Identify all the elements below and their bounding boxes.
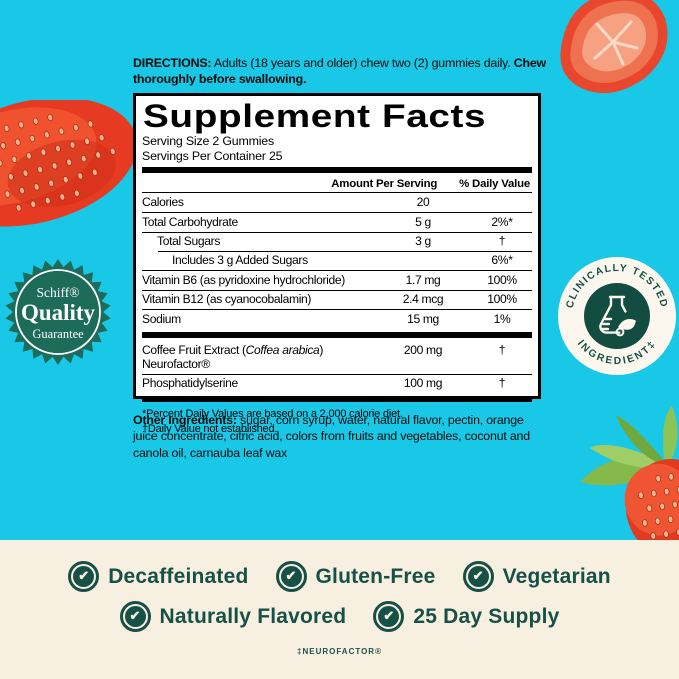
check-circle-icon: ✔ <box>119 601 151 632</box>
nutrient-amount: 2.4 mcg <box>402 292 444 307</box>
nutrient-name: Coffee Fruit Extract (Coffea arabica) Ne… <box>142 342 324 371</box>
check-circle-icon: ✔ <box>462 561 494 592</box>
nutrient-name: Vitamin B6 (as pyridoxine hydrochloride) <box>142 272 345 287</box>
directions-label: DIRECTIONS: <box>133 56 212 70</box>
table-row: Total Carbohydrate 5 g 2%* <box>142 211 532 232</box>
footnote-dagger: †Daily Value not established. <box>142 422 278 435</box>
nutrient-daily-value: 100% <box>487 272 517 287</box>
supplement-rows: Calories 20 Total Carbohydrate 5 g 2%* Total … <box>142 192 532 393</box>
column-header-amount: Amount Per Serving <box>331 178 438 191</box>
feature-label: Vegetarian <box>502 564 611 588</box>
table-row: Coffee Fruit Extract (Coffea arabica) Ne… <box>142 341 532 374</box>
nutrient-amount: 3 g <box>415 234 431 249</box>
divider-bar <box>142 167 532 174</box>
feature-label: Decaffeinated <box>108 564 249 588</box>
flask-leaf-icon <box>599 295 636 337</box>
table-row: Includes 3 g Added Sugars 6%* <box>142 251 532 270</box>
schiff-quality-badge: Schiff® Quality Guarantee <box>5 259 111 365</box>
nutrient-daily-value: † <box>498 376 506 391</box>
other-ingredients-body: sugar, corn syrup, water, natural flavor… <box>133 413 530 460</box>
directions-bold-end: Chew thoroughly before swallowing. <box>133 56 546 87</box>
check-circle-icon: ✔ <box>275 561 307 592</box>
nutrient-amount: 200 mg <box>403 342 443 357</box>
strawberry-slice-image <box>560 0 668 94</box>
nutrient-amount: 20 <box>416 194 430 209</box>
starburst-shape <box>5 259 111 365</box>
serving-size: Serving Size 2 Gummies <box>142 134 274 148</box>
schiff-brand-text: Schiff® <box>36 285 79 300</box>
strawberry-left-image <box>0 100 137 227</box>
nutrient-name: Sodium <box>142 311 181 326</box>
supplement-facts-title: Supplement Facts <box>143 98 487 134</box>
nutrient-name: Includes 3 g Added Sugars <box>172 252 308 267</box>
nutrient-name: Total Carbohydrate <box>142 214 238 229</box>
feature-label: Naturally Flavored <box>159 604 347 628</box>
nutrient-amount: 5 g <box>415 214 431 229</box>
table-row: Total Sugars 3 g † <box>142 231 532 252</box>
table-row: Vitamin B6 (as pyridoxine hydrochloride)… <box>142 270 532 290</box>
feature-item: ✔ Decaffeinated <box>68 561 248 592</box>
strawberry-bottom-image <box>580 406 679 540</box>
check-circle-icon: ✔ <box>68 561 100 592</box>
supplement-facts-panel: Supplement Facts Serving Size 2 Gummies … <box>133 93 541 435</box>
table-header: Amount Per Serving % Daily Value <box>142 176 532 192</box>
divider-bar <box>142 332 532 339</box>
table-row: Phosphatidylserine 100 mg † <box>142 373 532 394</box>
nutrient-name: Vitamin B12 (as cyanocobalamin) <box>142 292 312 307</box>
nutrient-amount: 15 mg <box>407 311 439 326</box>
nutrient-daily-value: 100% <box>487 292 517 307</box>
nutrient-daily-value: 2%* <box>491 214 513 229</box>
feature-label: Gluten-Free <box>315 564 436 588</box>
nutrient-daily-value: 1% <box>493 311 511 326</box>
feature-item: ✔ Vegetarian <box>462 561 611 592</box>
table-row: Vitamin B12 (as cyanocobalamin) 2.4 mcg 10… <box>142 289 532 310</box>
feature-item: ✔ Gluten-Free <box>275 561 436 592</box>
schiff-guarantee-text: Guarantee <box>32 327 84 341</box>
feature-item: ✔ 25 Day Supply <box>373 601 559 632</box>
features-row-2: ✔ Naturally Flavored ✔ 25 Day Supply <box>119 601 560 632</box>
features-row-1: ✔ Decaffeinated ✔ Gluten-Free ✔ Vegetarian <box>68 561 611 592</box>
nutrient-daily-value: † <box>498 342 506 357</box>
directions-body: Adults (18 years and older) chew two (2)… <box>211 56 514 70</box>
servings-per-container: Servings Per Container 25 <box>142 149 283 164</box>
nutrient-amount: 1.7 mg <box>405 272 441 287</box>
teal-background-section: DIRECTIONS: Adults (18 years and older) … <box>0 0 679 540</box>
directions-text: DIRECTIONS: Adults (18 years and older) … <box>133 55 551 88</box>
neurofactor-trademark: ‡NEUROFACTOR® <box>297 647 382 656</box>
schiff-quality-text: Quality <box>21 300 96 325</box>
nutrient-daily-value: † <box>498 234 506 249</box>
footnote-daily-values: *Percent Daily Values are based on a 2,0… <box>142 408 403 421</box>
nutrient-daily-value: 6%* <box>491 252 513 267</box>
table-row: Sodium 15 mg 1% <box>142 309 532 329</box>
check-circle-icon: ✔ <box>373 601 405 632</box>
table-row: Calories 20 <box>142 192 532 212</box>
nutrient-name: Calories <box>142 194 184 209</box>
feature-item: ✔ Naturally Flavored <box>119 601 347 632</box>
other-ingredients-text: Other Ingredients: sugar, corn syrup, wa… <box>133 412 551 461</box>
divider-bar <box>142 396 532 403</box>
nutrient-amount: 100 mg <box>403 376 443 391</box>
column-header-dv: % Daily Value <box>459 178 530 191</box>
features-footer-section: ✔ Decaffeinated ✔ Gluten-Free ✔ Vegetarian ✔ N… <box>0 540 679 679</box>
clinically-tested-badge: CLINICALLY TESTED INGREDIENT‡ <box>558 257 676 375</box>
nutrient-name: Total Sugars <box>157 234 221 249</box>
other-ingredients-label: Other Ingredients: <box>133 413 237 427</box>
feature-label: 25 Day Supply <box>413 604 560 628</box>
nutrient-name: Phosphatidylserine <box>142 376 238 391</box>
